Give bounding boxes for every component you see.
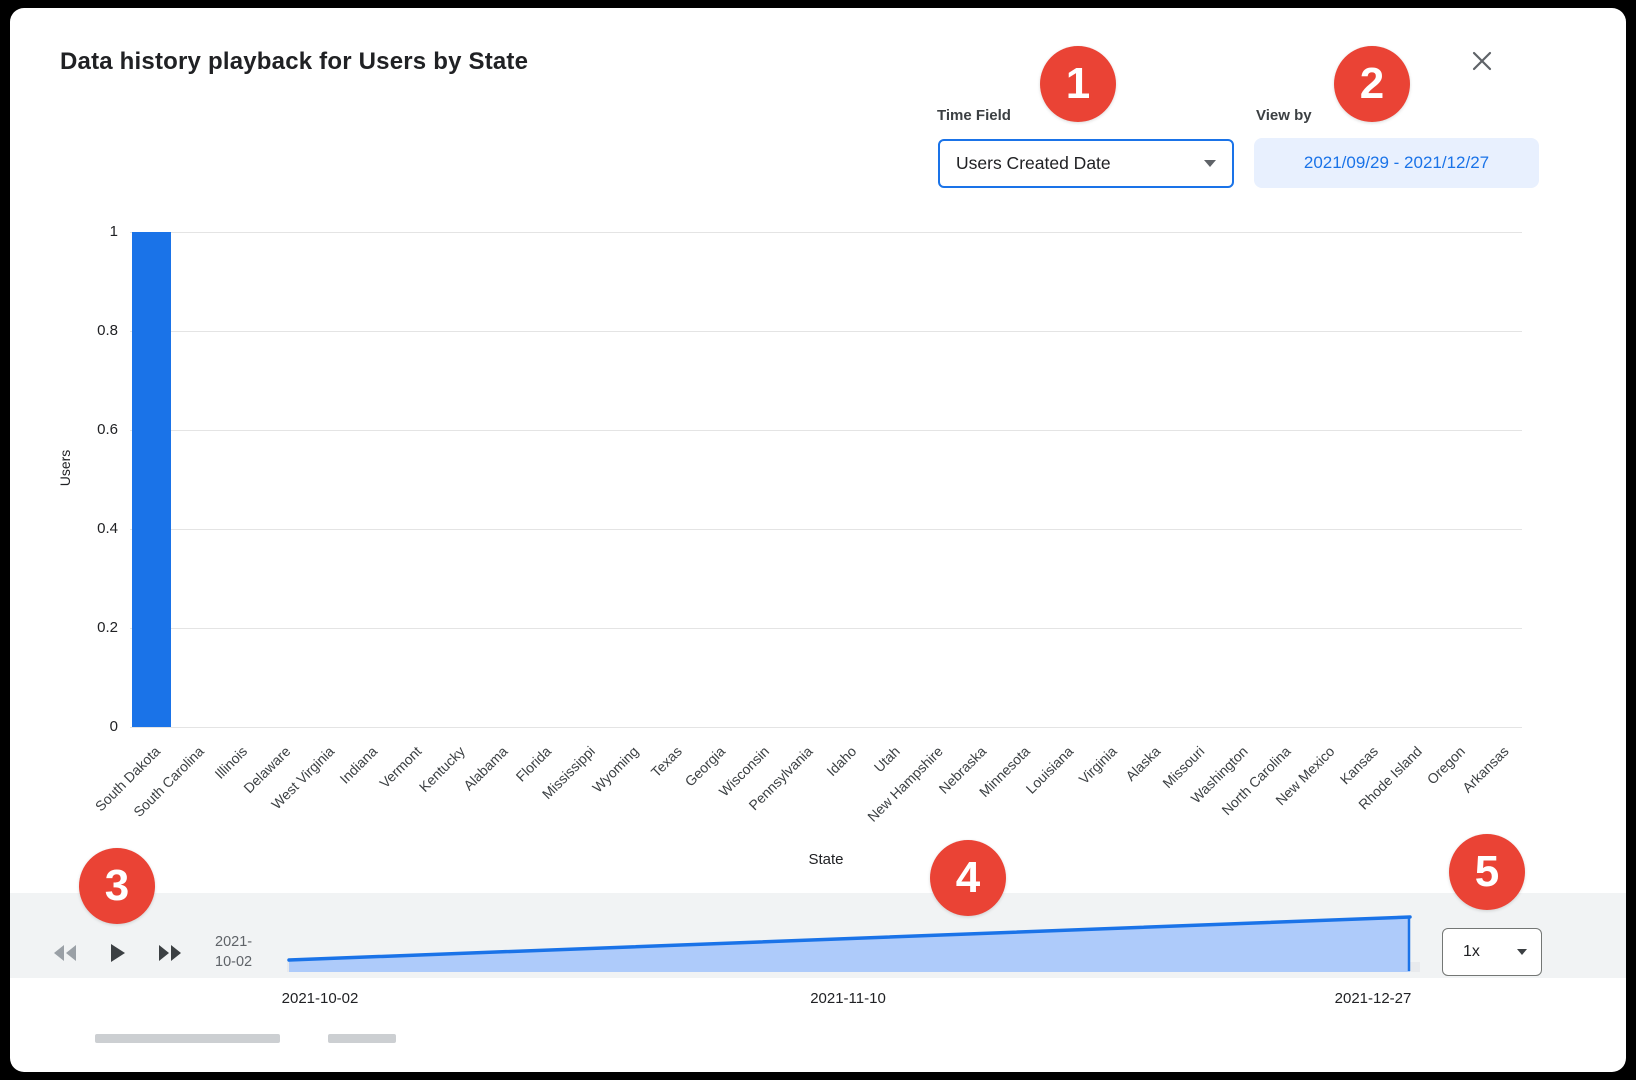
time-field-value: Users Created Date xyxy=(956,153,1111,173)
timeline-tick-label-end: 2021-12-27 xyxy=(1334,990,1412,1007)
gridline xyxy=(130,232,1522,233)
plot-area xyxy=(130,232,1522,728)
y-tick-label: 0.8 xyxy=(97,322,118,339)
gridline xyxy=(130,727,1522,728)
speed-select[interactable]: 1x xyxy=(1442,928,1542,976)
bar-south-dakota xyxy=(132,232,172,727)
x-tick-label: Indiana xyxy=(336,743,381,787)
fast-forward-icon xyxy=(159,945,181,961)
x-tick-label: Virginia xyxy=(1075,743,1121,788)
annotation-badge-4: 4 xyxy=(930,840,1006,916)
y-tick-label: 1 xyxy=(109,223,118,240)
dialog-title: Data history playback for Users by State xyxy=(60,48,529,75)
playback-dialog: Data history playback for Users by State… xyxy=(10,8,1626,1072)
x-tick-label: Texas xyxy=(647,743,686,781)
x-axis-title: State xyxy=(808,851,844,868)
x-tick-label: Arkansas xyxy=(1458,743,1512,796)
x-tick-label: Wyoming xyxy=(589,743,642,796)
timeline-scrubber[interactable] xyxy=(287,904,1420,974)
x-tick-label: New Hampshire xyxy=(864,743,947,825)
cutoff-background-content xyxy=(95,1034,280,1043)
close-icon[interactable] xyxy=(1465,44,1499,78)
annotation-badge-1: 1 xyxy=(1040,46,1116,122)
x-axis-labels: South Dakota South Carolina Illinois Delawa… xyxy=(92,739,1522,857)
fast-forward-button[interactable] xyxy=(150,933,190,973)
y-tick-label: 0.2 xyxy=(97,619,118,636)
cutoff-background-content xyxy=(328,1034,396,1043)
annotation-badge-2: 2 xyxy=(1334,46,1410,122)
y-tick-label: 0 xyxy=(109,718,118,735)
gridline xyxy=(130,430,1522,431)
x-tick-label: Illinois xyxy=(211,743,251,782)
timeline-tick-label-mid: 2021-11-10 xyxy=(810,990,886,1007)
chevron-down-icon xyxy=(1517,949,1527,955)
x-tick-label: Florida xyxy=(512,743,555,785)
time-field-label: Time Field xyxy=(937,107,1011,124)
date-range-value: 2021/09/29 - 2021/12/27 xyxy=(1303,153,1490,172)
annotation-badge-3: 3 xyxy=(79,848,155,924)
time-field-select[interactable]: Users Created Date xyxy=(938,139,1234,188)
close-icon-glyph xyxy=(1472,51,1492,71)
y-tick-label: 0.6 xyxy=(97,421,118,438)
play-button[interactable] xyxy=(98,933,138,973)
annotation-badge-5: 5 xyxy=(1449,834,1525,910)
gridline xyxy=(130,628,1522,629)
view-by-label: View by xyxy=(1256,107,1312,124)
y-tick-label: 0.4 xyxy=(97,520,118,537)
current-date: 2021-10-02 xyxy=(215,934,253,970)
chevron-down-icon xyxy=(1204,160,1216,167)
x-tick-label: Kentucky xyxy=(415,743,468,796)
timeline-area-chart xyxy=(287,915,1420,972)
x-tick-label: Idaho xyxy=(822,743,860,780)
speed-value: 1x xyxy=(1463,943,1480,960)
y-axis-ticks: 0 0.2 0.4 0.6 0.8 1 xyxy=(68,223,118,735)
gridline xyxy=(130,331,1522,332)
timeline-trend-line xyxy=(287,915,1412,962)
play-icon xyxy=(111,944,125,962)
gridline xyxy=(130,529,1522,530)
x-tick-label: Alabama xyxy=(460,743,512,794)
date-range-button[interactable]: 2021/09/29 - 2021/12/27 xyxy=(1254,138,1539,188)
x-tick-label: Alaska xyxy=(1122,743,1164,785)
rewind-icon xyxy=(54,945,76,961)
x-tick-label: Utah xyxy=(870,743,903,776)
timeline-tick-label-start: 2021-10-02 xyxy=(281,990,359,1007)
timeline-area-fill xyxy=(289,917,1410,972)
rewind-button[interactable] xyxy=(45,933,85,973)
